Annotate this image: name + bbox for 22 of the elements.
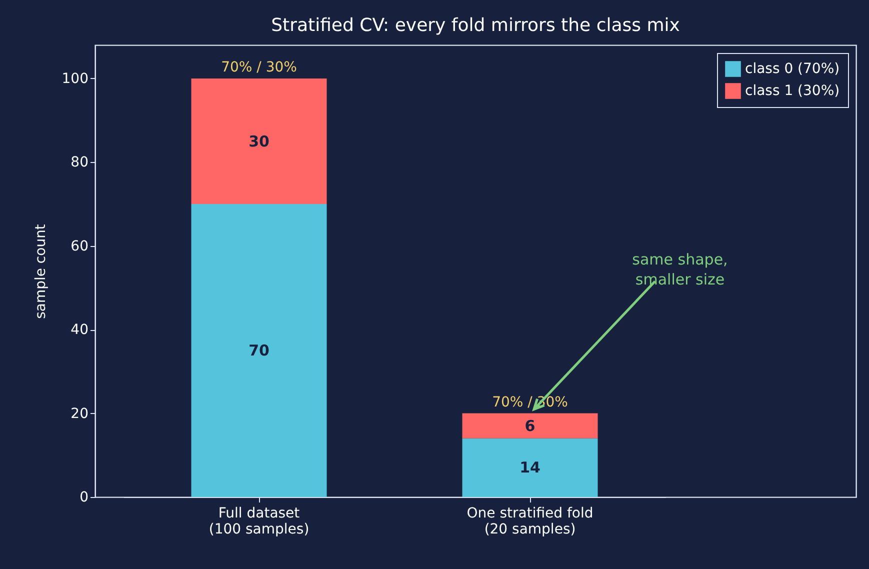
y-axis-title: sample count (32, 224, 49, 319)
data-label: 30 (248, 132, 270, 150)
y-tick-label: 80 (70, 154, 88, 171)
y-tick-label: 20 (70, 406, 88, 422)
annotation: same shape, smaller size (632, 250, 728, 288)
bar (191, 78, 327, 204)
bar (462, 438, 598, 497)
y-tick-label: 60 (70, 238, 88, 254)
annotation: 70% / 30% (221, 59, 297, 76)
y-tick-label: 0 (80, 490, 88, 506)
data-label: 6 (524, 416, 536, 435)
chart-title: Stratified CV: every fold mirrors the class mix (271, 15, 680, 36)
x-tick-label: Full dataset (100 samples) (208, 506, 310, 538)
data-label: 14 (520, 458, 540, 477)
legend-label: class 0 (70%) (745, 61, 840, 77)
x-tick-label: One stratified fold (20 samples) (466, 506, 594, 538)
bar (462, 413, 598, 438)
bar (191, 204, 327, 497)
data-label: 70 (248, 342, 270, 360)
legend-label: class 1 (30%) (745, 83, 840, 99)
y-tick-label: 100 (62, 70, 88, 87)
y-tick-label: 40 (70, 322, 88, 338)
